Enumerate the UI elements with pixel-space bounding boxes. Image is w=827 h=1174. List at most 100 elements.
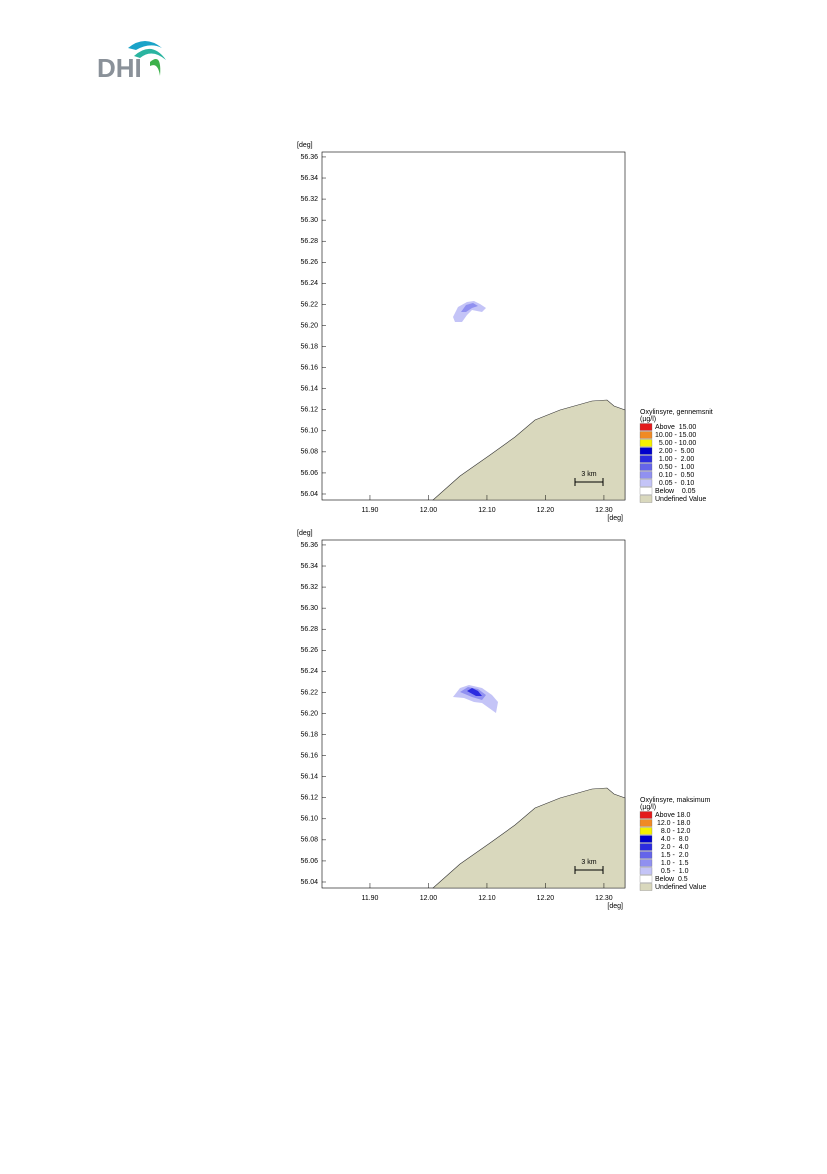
legend-title: Oxylinsyre, gennemsnit — [640, 409, 713, 416]
legend-swatch — [639, 479, 653, 487]
legend-swatch — [639, 883, 653, 891]
legend-label: 1.5 - 2.0 — [655, 852, 689, 859]
legend-swatch — [639, 843, 653, 851]
logo: DHI — [97, 41, 166, 83]
y-tick-label: 56.18 — [300, 731, 318, 738]
land — [432, 787, 626, 889]
y-axis-label: [deg] — [297, 142, 313, 149]
y-tick-label: 56.30 — [300, 217, 318, 224]
x-tick-label: 12.30 — [595, 507, 613, 514]
legend-label: Above 18.0 — [655, 812, 691, 819]
y-tick-label: 56.32 — [300, 196, 318, 203]
legend-unit: (µg/l) — [640, 416, 656, 423]
scale-bar-label: 3 km — [581, 859, 596, 866]
legend-swatch — [639, 811, 653, 819]
x-tick-label: 12.20 — [537, 895, 555, 902]
x-tick-label: 11.90 — [361, 507, 378, 514]
scale-bar-label: 3 km — [581, 471, 596, 478]
y-tick-label: 56.20 — [300, 710, 318, 717]
legend-swatch — [639, 455, 653, 463]
scale-bar — [574, 866, 604, 874]
plume-core — [461, 303, 478, 312]
y-tick-label: 56.36 — [300, 154, 318, 161]
y-tick-label: 56.30 — [300, 605, 318, 612]
y-tick-label: 56.28 — [300, 626, 318, 633]
map-panel: 56.04 56.06 56.08 56.10 56.12 56.14 56.16 56.18… — [297, 142, 713, 522]
legend-swatch — [639, 851, 653, 859]
legend-swatch — [639, 487, 653, 495]
x-tick-label: 12.00 — [420, 507, 438, 514]
y-tick-label: 56.12 — [300, 795, 318, 802]
legend-label: Undefined Value — [655, 496, 706, 503]
x-tick-label: 12.10 — [478, 895, 496, 902]
legend-swatch — [639, 835, 653, 843]
y-tick-label: 56.04 — [300, 879, 318, 886]
y-tick-label: 56.08 — [300, 837, 318, 844]
legend-swatch — [639, 439, 653, 447]
y-tick-label: 56.26 — [300, 647, 318, 654]
legend-swatch — [639, 463, 653, 471]
y-tick-label: 56.06 — [300, 470, 318, 477]
legend-label: 4.0 - 8.0 — [655, 836, 689, 843]
y-tick-label: 56.36 — [300, 542, 318, 549]
legend-label: 2.0 - 4.0 — [655, 844, 689, 851]
legend-label: Above 15.00 — [655, 424, 696, 431]
y-tick-label: 56.08 — [300, 449, 318, 456]
y-tick-label: 56.32 — [300, 584, 318, 591]
y-tick-label: 56.18 — [300, 343, 318, 350]
legend-swatch — [639, 471, 653, 479]
plume-core — [467, 688, 482, 696]
x-tick-label: 12.30 — [595, 895, 613, 902]
legend-swatch — [639, 819, 653, 827]
y-tick-label: 56.12 — [300, 407, 318, 414]
x-tick-label: 12.00 — [420, 895, 438, 902]
legend-label: 0.5 - 1.0 — [655, 868, 689, 875]
map-panel: 56.04 56.06 56.08 56.10 56.12 56.14 56.16 56.18… — [297, 530, 711, 910]
legend-title: Oxylinsyre, maksimum — [640, 797, 711, 804]
y-tick-label: 56.10 — [300, 816, 318, 823]
logo-wave — [150, 59, 161, 76]
logo-wave — [134, 48, 166, 60]
y-tick-label: 56.16 — [300, 364, 318, 371]
y-tick-label: 56.22 — [300, 301, 318, 308]
legend-label: 2.00 - 5.00 — [655, 448, 694, 455]
legend-swatch — [639, 423, 653, 431]
legend-label: 12.0 - 18.0 — [655, 820, 691, 827]
legend-label: 1.00 - 2.00 — [655, 456, 694, 463]
legend-swatch — [639, 875, 653, 883]
legend-label: Below 0.5 — [655, 876, 688, 883]
legend-label: 10.00 - 15.00 — [655, 432, 696, 439]
land — [432, 399, 626, 501]
legend-label: 0.05 - 0.10 — [655, 480, 694, 487]
legend-swatch — [639, 867, 653, 875]
legend-swatch — [639, 827, 653, 835]
legend-swatch — [639, 431, 653, 439]
logo-wave — [128, 41, 162, 50]
y-tick-label: 56.28 — [300, 238, 318, 245]
legend-label: 1.0 - 1.5 — [655, 860, 689, 867]
logo-text: DHI — [97, 53, 142, 83]
x-tick-label: 12.10 — [478, 507, 496, 514]
legend-label: Below 0.05 — [655, 488, 696, 495]
y-tick-label: 56.06 — [300, 858, 318, 865]
y-axis-label: [deg] — [297, 530, 313, 537]
y-tick-label: 56.24 — [300, 668, 318, 675]
legend-label: Undefined Value — [655, 884, 706, 891]
y-tick-label: 56.24 — [300, 280, 318, 287]
plume — [453, 301, 486, 322]
legend-label: 5.00 - 10.00 — [655, 440, 696, 447]
y-tick-label: 56.14 — [300, 386, 318, 393]
x-axis-label: [deg] — [607, 903, 623, 910]
legend-label: 0.10 - 0.50 — [655, 472, 694, 479]
legend-label: 8.0 - 12.0 — [655, 828, 691, 835]
legend-unit: (µg/l) — [640, 804, 656, 811]
y-tick-label: 56.34 — [300, 563, 318, 570]
legend-label: 0.50 - 1.00 — [655, 464, 694, 471]
legend-swatch — [639, 495, 653, 503]
x-tick-label: 12.20 — [537, 507, 555, 514]
y-tick-label: 56.10 — [300, 428, 318, 435]
x-tick-label: 11.90 — [361, 895, 378, 902]
scale-bar — [574, 478, 604, 486]
y-tick-label: 56.22 — [300, 689, 318, 696]
